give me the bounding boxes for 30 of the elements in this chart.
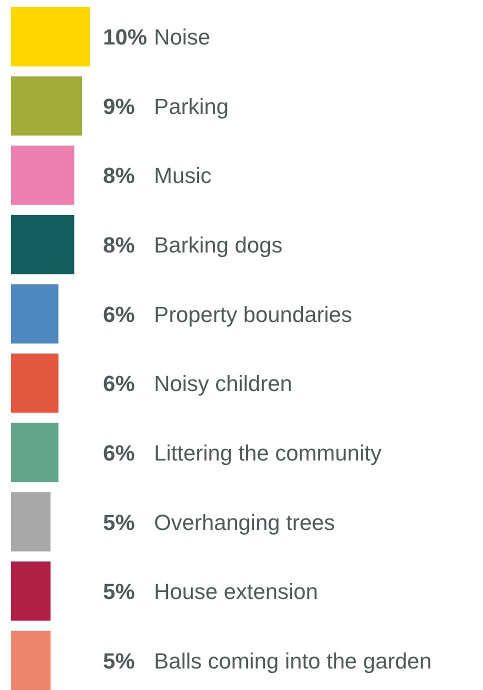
bar bbox=[11, 630, 50, 690]
bar bbox=[11, 76, 82, 136]
data-label: 6% bbox=[103, 440, 135, 466]
data-label: 9% bbox=[103, 94, 135, 119]
data-label: 5% bbox=[103, 510, 135, 535]
y-tick-label: Noisy children bbox=[154, 371, 292, 396]
bar bbox=[11, 7, 90, 66]
data-label: 6% bbox=[103, 302, 135, 327]
bar bbox=[11, 561, 50, 621]
data-label: 5% bbox=[103, 579, 135, 604]
bar bbox=[11, 422, 58, 482]
y-tick-label: Property boundaries bbox=[154, 302, 352, 327]
data-label: 10% bbox=[103, 24, 148, 50]
y-tick-label: House extension bbox=[154, 579, 318, 604]
data-label: 8% bbox=[103, 232, 135, 258]
y-tick-label: Overhanging trees bbox=[154, 510, 336, 535]
y-tick-label: Music bbox=[154, 163, 212, 188]
data-label: 6% bbox=[103, 371, 135, 396]
bar bbox=[11, 354, 58, 413]
data-label: 5% bbox=[103, 648, 135, 674]
bar bbox=[11, 284, 58, 344]
y-tick-label: Noise bbox=[154, 24, 210, 50]
bar bbox=[11, 214, 74, 274]
y-tick-label: Barking dogs bbox=[154, 232, 282, 258]
bar bbox=[11, 492, 50, 552]
y-tick-label: Parking bbox=[154, 94, 229, 119]
y-tick-label: Balls coming into the garden bbox=[154, 648, 432, 674]
data-label: 8% bbox=[103, 163, 135, 188]
bar bbox=[11, 146, 74, 205]
y-tick-label: Littering the community bbox=[154, 440, 382, 466]
